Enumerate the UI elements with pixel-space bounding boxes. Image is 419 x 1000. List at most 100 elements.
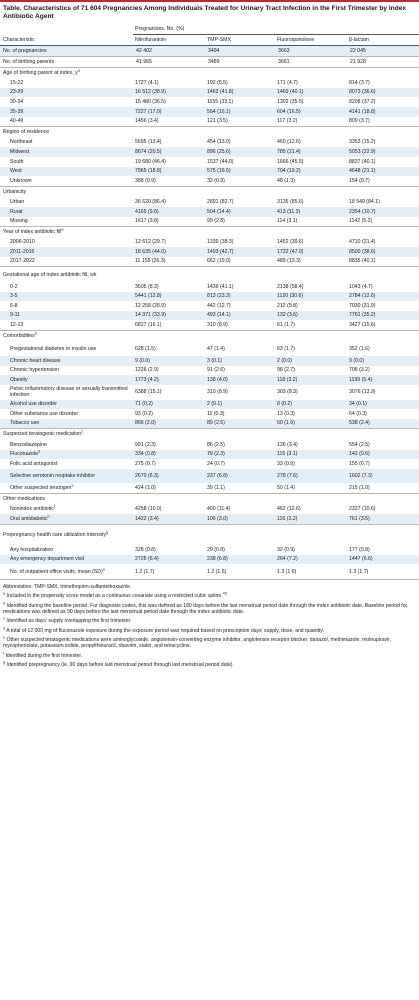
- cell-value: 413 (11.3): [275, 206, 347, 217]
- cell-value: 8208 (37.2): [349, 98, 376, 105]
- row-label: Any hospitalization: [10, 546, 54, 553]
- table-row: 30-34 15 480 (36.5) 1155 (33.1) 1302 (35.5)…: [0, 97, 419, 107]
- cell-value: 8674 (20.5): [133, 147, 205, 157]
- table-row: South 19 680 (46.4) 1537 (44.0) 1666 (45.5)…: [0, 157, 419, 167]
- cell-value: 89 (2.5): [205, 418, 275, 429]
- row-label: Any emergency department visit: [0, 554, 133, 565]
- row-label: Chronic heart disease: [0, 356, 133, 366]
- cell-value: 3505 (8.3): [135, 283, 159, 290]
- row-label: Unknown: [10, 177, 32, 184]
- table-title: Table. Characteristics of 71 604 Pregnan…: [0, 0, 419, 25]
- cell-value: 3663: [275, 45, 347, 57]
- cell-value: 1199 (5.4): [347, 375, 419, 385]
- cell-value: 310 (8.9): [207, 322, 228, 329]
- cell-value: 99 (2.8): [207, 218, 225, 225]
- table-row: Urban 36 620 (86.4) 2891 (82.7) 3136 (85.6)…: [0, 197, 419, 207]
- section-row: Prepregnancy health care utilization int…: [0, 523, 419, 546]
- table-row: Other substance use disorder 93 (0.2) 11 (…: [0, 409, 419, 419]
- row-label: 9-11: [0, 310, 133, 321]
- cell-value: 3489: [205, 56, 275, 68]
- cell-value: 116 (3.2): [275, 514, 347, 525]
- cell-value: 2 (0.1): [205, 399, 275, 410]
- table-row: 2011-2016 18 635 (44.0) 1493 (42.7) 1722 (4…: [0, 247, 419, 257]
- cell-value: 3494: [205, 45, 275, 57]
- table-row: Midwest 8674 (20.5) 896 (25.6) 785 (21.4) 50…: [0, 147, 419, 157]
- cell-value: 2670 (6.3): [133, 468, 205, 484]
- cell-value: 5695 (13.4): [135, 139, 162, 146]
- table-row: Nonindex antibioticf 4258 (10.0) 400 (11.4…: [0, 505, 419, 515]
- table-row: 35-39 7227 (17.0) 564 (16.1) 604 (16.5) 4141…: [0, 106, 419, 117]
- cell-value: 662 (19.0): [207, 258, 231, 265]
- cell-value: 1462 (41.8): [205, 87, 275, 98]
- characteristics-table: Pregnancies, No. (%) Characteristic Nitr…: [0, 24, 419, 581]
- table-row: Northeast 5695 (13.4) 454 (13.0) 460 (12.6)…: [0, 138, 419, 148]
- cell-value: 177 (0.8): [349, 546, 370, 553]
- cell-value: 538 (2.4): [347, 418, 419, 429]
- cell-value: 303 (8.3): [277, 389, 298, 396]
- cell-value: 117 (3.2): [277, 118, 298, 125]
- row-label: Alcohol use disorder: [0, 399, 133, 410]
- cell-value: 237 (6.8): [205, 468, 275, 484]
- table-row: Other suspected teratogene 424 (1.0) 39 (1…: [0, 483, 419, 493]
- cell-value: 63 (1.7): [277, 345, 295, 352]
- cell-value: 809 (3.7): [349, 118, 370, 125]
- row-label: Obesity: [0, 375, 133, 385]
- cell-value: 1.3 (1.7): [347, 564, 419, 581]
- cell-value: 8837 (40.1): [349, 158, 376, 165]
- table-figure: Table. Characteristics of 71 604 Pregnan…: [0, 0, 419, 668]
- cell-value: 33 (0.9): [277, 460, 295, 467]
- table-row: 6-8 12 258 (28.9) 442 (12.7) 212 (5.8) 7030 …: [0, 301, 419, 311]
- cell-value: 93 (0.2): [135, 410, 153, 417]
- row-label: 12-13: [10, 322, 24, 329]
- section-row: Other medications: [0, 492, 419, 505]
- row-label: Midwest: [0, 147, 133, 157]
- cell-value: 1.2 (1.6): [205, 564, 275, 581]
- cell-value: 41 965: [133, 56, 205, 68]
- cell-value: 3136 (85.6): [277, 198, 304, 205]
- cell-value: 4648 (21.1): [347, 166, 419, 177]
- cell-value: 866 (2.0): [133, 418, 205, 429]
- cell-value: 18 549 (84.1): [349, 198, 380, 205]
- table-row: Folic acid antagonist 275 (0.7) 24 (0.7) 33…: [0, 459, 419, 469]
- table-notes: Abbreviation: TMP-SMX, trimethoprim-sulf…: [0, 580, 419, 668]
- cell-value: 121 (3.5): [207, 118, 228, 125]
- cell-value: 7761 (35.2): [347, 310, 419, 321]
- row-label: Nonindex antibioticf: [10, 504, 55, 513]
- cell-value: 388 (0.9): [135, 177, 156, 184]
- table-row: 3-5 5441 (12.8) 813 (23.3) 1120 (30.6) 2784 …: [0, 291, 419, 302]
- row-label: Other suspected teratogene: [10, 483, 74, 491]
- cell-value: 564 (16.1): [205, 106, 275, 117]
- cell-value: 761 (3.5): [347, 514, 419, 525]
- cell-value: 1602 (7.3): [347, 468, 419, 484]
- cell-value: 460 (12.6): [277, 139, 301, 146]
- cell-value: 462 (12.6): [277, 506, 301, 513]
- cell-value: 12 612 (29.7): [135, 239, 166, 246]
- cell-value: 7227 (17.0): [133, 106, 205, 117]
- cell-value: 22 045: [347, 45, 419, 57]
- cell-value: 1452 (39.6): [277, 239, 304, 246]
- cell-value: 1447 (6.6): [347, 554, 419, 565]
- row-label: Missing: [10, 218, 28, 225]
- table-row: 12-13 6827 (16.1) 310 (8.9) 61 (1.7) 3427 (1…: [0, 320, 419, 330]
- row-label: 2011-2016: [0, 247, 133, 257]
- row-label: 15-22: [10, 79, 24, 86]
- footnote: f Identified during the first trimester.: [3, 651, 83, 659]
- cell-value: 814 (3.7): [349, 79, 370, 86]
- cell-value: 142 (0.6): [347, 449, 419, 460]
- cell-value: 155 (0.7): [349, 460, 370, 467]
- cell-value: 47 (1.4): [207, 345, 225, 352]
- cell-value: 32 (0.9): [207, 177, 225, 184]
- cell-value: 32 (0.9): [277, 546, 295, 553]
- table-row: West 7965 (18.8) 575 (16.5) 704 (19.2) 4648 …: [0, 166, 419, 177]
- section-label: Age of birthing parent at index, ya: [0, 66, 419, 79]
- row-label: 6-8: [10, 302, 18, 309]
- cell-value: 36 620 (86.4): [135, 198, 166, 205]
- cell-value: 60 (1.6): [275, 418, 347, 429]
- table-row: Any hospitalization 328 (0.8) 29 (0.8) 32 (…: [0, 545, 419, 555]
- cell-value: 18 635 (44.0): [133, 247, 205, 257]
- table-row: Missing 1617 (3.8) 99 (2.8) 114 (3.1) 1142 (…: [0, 217, 419, 227]
- footnote: a Included in the propensity score model…: [3, 591, 227, 600]
- table-row: Alcohol use disorder 71 (0.2) 2 (0.1) 8 (0.…: [0, 399, 419, 410]
- row-label: Fluconazoled: [0, 449, 133, 460]
- row-label: South: [10, 158, 24, 165]
